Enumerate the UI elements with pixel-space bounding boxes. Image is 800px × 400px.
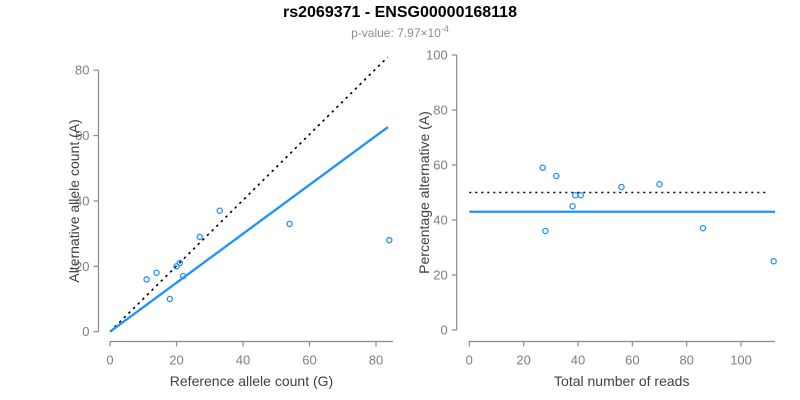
x-axis-title: Total number of reads xyxy=(554,373,689,389)
data-point xyxy=(539,164,546,171)
y-tick-label: 20 xyxy=(433,268,447,283)
p-value-exponent: -4 xyxy=(440,24,449,34)
data-point xyxy=(577,191,584,199)
y-tick-label: 40 xyxy=(433,213,447,228)
y-axis-title: Percentage alternative (A) xyxy=(416,111,432,274)
data-point xyxy=(656,180,663,188)
data-point xyxy=(166,295,174,303)
x-tick-label: 80 xyxy=(369,353,383,368)
x-axis-title: Reference allele count (G) xyxy=(170,373,333,389)
y-tick-label: 80 xyxy=(75,63,89,78)
data-point xyxy=(179,272,187,280)
data-point xyxy=(699,224,707,232)
data-point xyxy=(770,257,777,265)
data-point xyxy=(173,263,180,270)
y-tick-label: 60 xyxy=(75,128,89,143)
p-value-subtitle: p-value: 7.97×10-4 xyxy=(0,24,800,40)
x-tick-label: 60 xyxy=(302,353,316,368)
percentage-alternative-plot: 0 20 40 60 80 100 0 20 40 60 80 100 Total number of … xyxy=(416,48,777,389)
x-tick-label: 40 xyxy=(571,353,585,368)
x-tick-label: 40 xyxy=(236,353,250,368)
x-tick-label: 0 xyxy=(106,353,113,368)
x-tick-label: 80 xyxy=(679,353,693,368)
data-point xyxy=(618,183,625,191)
regression-line xyxy=(109,126,389,333)
data-point xyxy=(216,207,223,214)
x-tick-label: 0 xyxy=(466,353,473,368)
data-point xyxy=(153,269,160,277)
y-tick-label: 60 xyxy=(433,158,447,173)
data-point xyxy=(286,220,293,228)
data-point xyxy=(572,191,579,199)
y-tick-label: 80 xyxy=(433,103,447,118)
y-tick-label: 0 xyxy=(82,324,89,339)
y-tick-label: 0 xyxy=(440,323,447,338)
data-point xyxy=(386,236,393,244)
x-tick-label: 100 xyxy=(730,353,752,368)
data-point xyxy=(196,233,204,241)
y-tick-label: 20 xyxy=(75,259,89,274)
y-axis-title: Alternative allele count (A) xyxy=(66,119,82,282)
y-tick-label: 40 xyxy=(75,193,89,208)
allele-counts-plot: 0 20 40 60 80 0 20 40 60 80 Reference allele count… xyxy=(66,56,393,389)
data-point xyxy=(143,276,150,283)
data-point xyxy=(553,172,560,180)
y-tick-label: 100 xyxy=(426,48,448,63)
x-tick-label: 60 xyxy=(625,353,639,368)
data-point xyxy=(176,259,184,267)
identity-line xyxy=(109,56,389,333)
data-point xyxy=(569,202,576,210)
data-point xyxy=(542,227,549,235)
p-value-text: p-value: 7.97×10 xyxy=(351,26,441,40)
chart-title: rs2069371 - ENSG00000168118 xyxy=(283,4,517,21)
x-tick-label: 20 xyxy=(169,353,183,368)
x-tick-label: 20 xyxy=(516,353,530,368)
